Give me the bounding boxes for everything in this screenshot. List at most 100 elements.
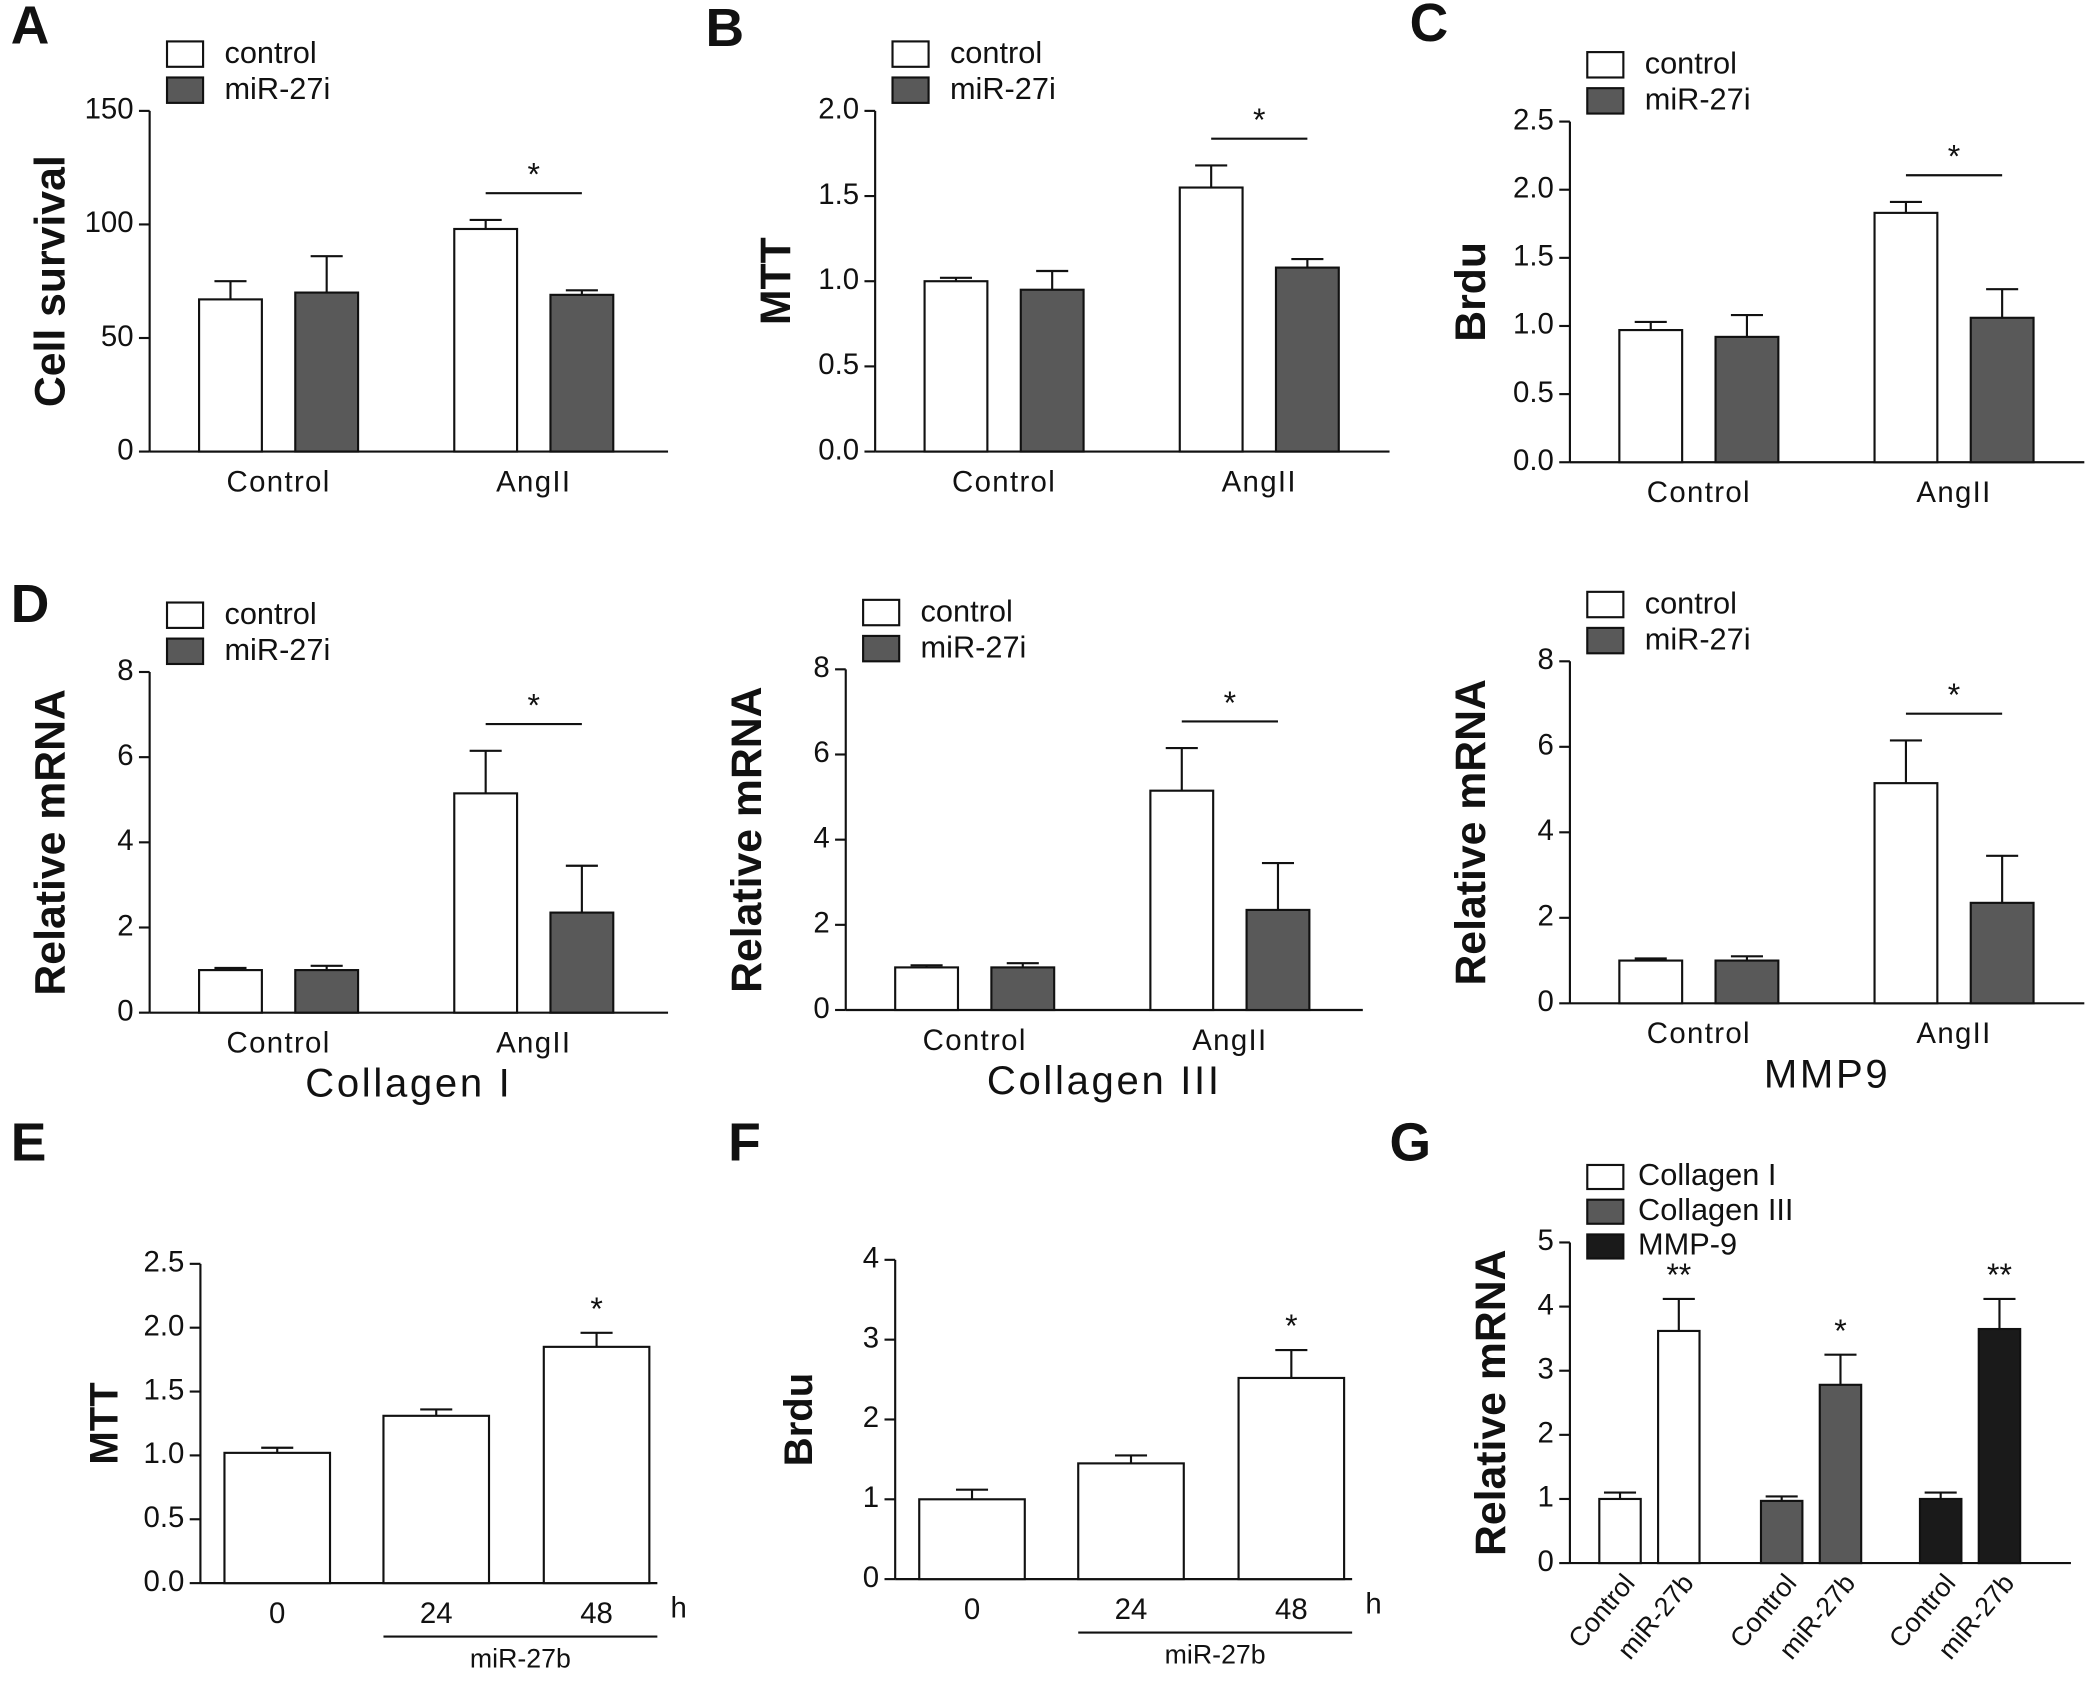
- legend-swatch: [165, 601, 205, 629]
- bar: [1969, 901, 2035, 1005]
- bar: [918, 1498, 1026, 1581]
- legend-swatch: [891, 76, 930, 104]
- legend-swatch: [165, 40, 205, 68]
- y-tick-label: 4: [117, 824, 133, 857]
- x-tick-label: AngII: [1192, 1024, 1267, 1057]
- legend-label: miR-27i: [1645, 82, 1751, 117]
- bar: [1714, 335, 1780, 464]
- y-tick-label: 0.0: [818, 433, 859, 466]
- annotation: *: [528, 687, 540, 723]
- bar: [1714, 959, 1780, 1005]
- x-axis-label: h: [1365, 1588, 1381, 1621]
- group-label: miR-27b: [1165, 1640, 1266, 1670]
- bar: [542, 1345, 651, 1585]
- x-tick-label: AngII: [496, 1026, 571, 1059]
- y-tick-label: 2: [1538, 1417, 1554, 1450]
- annotation: **: [1666, 1257, 1691, 1293]
- y-tick-label: 0.0: [1513, 444, 1554, 477]
- y-axis-label: Relative mRNA: [27, 689, 75, 995]
- legend-label: miR-27i: [1645, 621, 1751, 656]
- x-tick-label: 24: [1115, 1593, 1148, 1626]
- y-tick-label: 1: [863, 1481, 879, 1514]
- bar: [549, 911, 615, 1014]
- x-tick-label: AngII: [496, 465, 571, 498]
- y-tick-label: 6: [117, 739, 133, 772]
- y-tick-label: 1.0: [1513, 308, 1554, 341]
- y-tick-label: 0: [1538, 985, 1554, 1018]
- x-tick-label: 24: [420, 1597, 453, 1630]
- bar: [1969, 316, 2035, 464]
- legend-label: Collagen III: [1638, 1192, 1793, 1227]
- x-tick-label: AngII: [1916, 1017, 1991, 1050]
- x-axis-label: Collagen III: [987, 1059, 1222, 1103]
- y-tick-label: 6: [813, 736, 829, 769]
- y-tick-label: 0.0: [144, 1565, 185, 1598]
- y-axis-label: MTT: [82, 1382, 126, 1465]
- y-tick-label: 1: [1538, 1481, 1554, 1514]
- x-tick-label: 0: [964, 1593, 980, 1626]
- bar: [990, 966, 1056, 1012]
- y-tick-label: 4: [813, 821, 829, 854]
- bar: [198, 969, 263, 1014]
- y-tick-label: 0.5: [818, 348, 859, 381]
- bar: [1237, 1376, 1346, 1581]
- annotation: *: [528, 157, 540, 193]
- panel-letter: C: [1410, 0, 1449, 53]
- bar: [1245, 908, 1311, 1012]
- x-tick-label: Control: [1647, 476, 1751, 509]
- bar: [1873, 211, 1939, 464]
- y-tick-label: 50: [101, 320, 134, 353]
- x-tick-label: Control: [923, 1024, 1027, 1057]
- bar: [198, 298, 263, 453]
- annotation: *: [1285, 1308, 1297, 1344]
- legend-swatch: [165, 637, 205, 666]
- y-tick-label: 1.5: [1513, 240, 1554, 273]
- y-tick-label: 4: [1538, 1288, 1554, 1321]
- x-axis-label: MMP9: [1764, 1052, 1890, 1096]
- x-tick-label: Control: [227, 1026, 331, 1059]
- bar: [1618, 959, 1684, 1005]
- legend-swatch: [862, 634, 901, 663]
- legend-swatch: [891, 40, 930, 68]
- y-tick-label: 0.5: [144, 1501, 185, 1534]
- y-tick-label: 3: [1538, 1352, 1554, 1385]
- y-tick-label: 3: [863, 1321, 879, 1354]
- bar: [1598, 1497, 1642, 1565]
- x-axis-label: Collagen I: [305, 1062, 512, 1106]
- legend-swatch: [165, 76, 205, 104]
- legend-label: control: [1645, 46, 1737, 81]
- legend-label: miR-27i: [224, 632, 330, 667]
- bar: [1918, 1497, 1963, 1565]
- legend-swatch: [862, 598, 901, 627]
- y-tick-label: 2.5: [144, 1246, 185, 1279]
- legend-label: control: [1645, 585, 1737, 620]
- x-tick-label: AngII: [1916, 476, 1991, 509]
- bar: [453, 227, 519, 453]
- legend-label: MMP-9: [1638, 1227, 1737, 1262]
- legend-swatch: [1586, 626, 1625, 655]
- legend-label: control: [224, 35, 316, 70]
- bar: [894, 966, 960, 1012]
- y-tick-label: 8: [1538, 643, 1554, 676]
- group-label: miR-27b: [470, 1644, 571, 1674]
- bar: [549, 293, 615, 453]
- y-tick-label: 1.5: [818, 178, 859, 211]
- legend-label: miR-27i: [921, 629, 1027, 664]
- legend-label: miR-27i: [224, 71, 330, 106]
- y-tick-label: 8: [117, 654, 133, 687]
- bar: [1618, 328, 1684, 464]
- y-tick-label: 8: [813, 651, 829, 684]
- panel-letter: A: [11, 0, 50, 55]
- y-tick-label: 2: [863, 1401, 879, 1434]
- y-tick-label: 0.5: [1513, 376, 1554, 409]
- bar: [1977, 1327, 2022, 1565]
- y-tick-label: 100: [85, 206, 134, 239]
- x-tick-label: 48: [580, 1597, 613, 1630]
- bar: [1274, 266, 1340, 453]
- x-tick-label: 48: [1275, 1593, 1308, 1626]
- y-tick-label: 0: [813, 992, 829, 1025]
- bar: [1178, 186, 1244, 453]
- y-axis-label: MTT: [752, 237, 800, 325]
